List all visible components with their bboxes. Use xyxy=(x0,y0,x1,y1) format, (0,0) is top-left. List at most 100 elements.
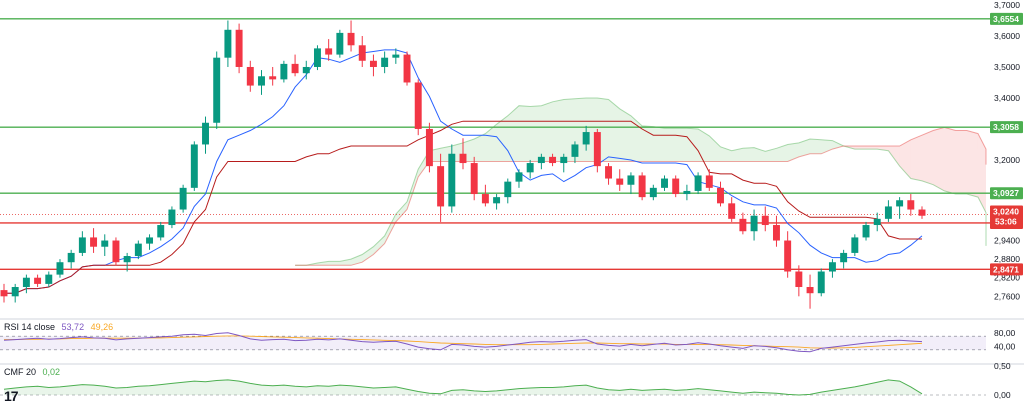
cmf-legend: CMF 20 0,02 xyxy=(4,367,64,377)
cloud-segment xyxy=(910,135,922,181)
cloud-segment xyxy=(854,146,867,150)
candle-body xyxy=(717,187,724,204)
candle-body xyxy=(280,63,288,80)
cloud-segment xyxy=(608,99,620,162)
cloud-segment xyxy=(977,133,986,213)
level-tag-bg xyxy=(990,187,1023,200)
candle-body xyxy=(470,163,478,195)
rsi-band xyxy=(0,336,986,350)
cloud-segment xyxy=(552,99,564,162)
cloud-segment xyxy=(877,146,889,151)
candle-body xyxy=(504,181,512,198)
cloud-segment xyxy=(619,108,631,162)
cloud-segment xyxy=(832,140,844,150)
cloud-segment xyxy=(541,101,553,162)
cloud-segment xyxy=(328,261,340,266)
candle-body xyxy=(728,203,736,219)
tradingview-logo: 17 xyxy=(4,388,19,404)
cloud-segment xyxy=(709,135,721,162)
candle-body xyxy=(425,128,433,167)
candle-body xyxy=(11,287,19,297)
candle-body xyxy=(806,287,814,294)
candle-body xyxy=(336,32,344,55)
candle-body xyxy=(582,132,590,145)
candle-body xyxy=(202,122,209,145)
level-tag: 3,6554 xyxy=(993,14,1019,24)
cloud-segment xyxy=(339,259,352,266)
candle-body xyxy=(45,274,53,284)
candle-body xyxy=(448,153,456,207)
cloud-segment xyxy=(317,261,329,266)
cloud-segment xyxy=(675,128,687,162)
candle-body xyxy=(784,240,792,272)
cloud-segment xyxy=(395,201,408,222)
candle-body xyxy=(381,57,389,67)
cloud-segment xyxy=(742,147,755,162)
rsi-line xyxy=(3,332,923,353)
candle-body xyxy=(78,237,86,253)
level-tag: 3,3058 xyxy=(993,122,1019,132)
base-line xyxy=(4,120,922,294)
price-tick: 3,4000 xyxy=(994,93,1020,103)
candle-body xyxy=(638,175,646,198)
candle-body xyxy=(851,237,859,253)
candle-body xyxy=(649,187,657,198)
candle-body xyxy=(168,209,176,226)
cloud-segment xyxy=(507,105,519,162)
cloud-segment xyxy=(384,214,396,244)
cloud-segment xyxy=(351,254,363,266)
rsi-signal-line xyxy=(4,335,923,349)
candle-body xyxy=(403,54,411,83)
candle-body xyxy=(190,144,198,188)
cloud-segment xyxy=(664,128,676,162)
candle-body xyxy=(694,175,702,191)
level-tag: 2,8471 xyxy=(993,264,1019,274)
cloud-segment xyxy=(474,133,486,162)
candle-body xyxy=(593,132,601,167)
price-tick: 3,7000 xyxy=(994,0,1020,10)
cloud-segment xyxy=(485,124,497,162)
candle-body xyxy=(123,256,131,263)
cloud-segment xyxy=(407,169,419,210)
cloud-segment xyxy=(362,246,374,263)
cloud-segment xyxy=(944,127,956,195)
candle-body xyxy=(907,200,915,210)
candle-body xyxy=(828,262,836,272)
rsi-legend: RSI 14 close 53,72 49,26 xyxy=(4,322,117,332)
candle-body xyxy=(884,206,892,219)
candle-body xyxy=(246,66,254,86)
cloud-segment xyxy=(966,130,978,198)
candle-body xyxy=(750,215,758,232)
candle-body xyxy=(761,215,769,226)
candle-body xyxy=(56,262,64,275)
candles xyxy=(0,20,926,309)
candle-body xyxy=(918,209,926,216)
cloud-segment xyxy=(642,125,654,162)
price-tick: 2,7600 xyxy=(994,291,1020,301)
price-tick: 3,5000 xyxy=(994,62,1020,72)
cloud-segment xyxy=(866,146,878,150)
cloud-span-b xyxy=(295,126,987,266)
cloud-segment xyxy=(955,130,967,195)
cloud-segment xyxy=(922,130,934,185)
level-tag: 3,0927 xyxy=(993,188,1019,198)
price-tick: 2,9400 xyxy=(994,236,1020,246)
level-tag-bg xyxy=(990,263,1023,276)
candle-body xyxy=(235,29,243,67)
cloud-segment xyxy=(518,105,531,162)
candle-body xyxy=(269,76,277,80)
cloud-segment xyxy=(306,262,318,266)
cloud-segment xyxy=(765,148,777,162)
current-price-tag-bg xyxy=(990,205,1023,228)
cloud-segment xyxy=(686,128,699,162)
candle-body xyxy=(325,48,333,55)
candle-body xyxy=(739,218,747,232)
candle-body xyxy=(302,66,310,74)
cmf-area xyxy=(4,379,922,395)
candle-body xyxy=(705,175,713,188)
cmf-line xyxy=(3,379,923,396)
candle-body xyxy=(0,290,8,297)
candle-body xyxy=(549,156,557,164)
